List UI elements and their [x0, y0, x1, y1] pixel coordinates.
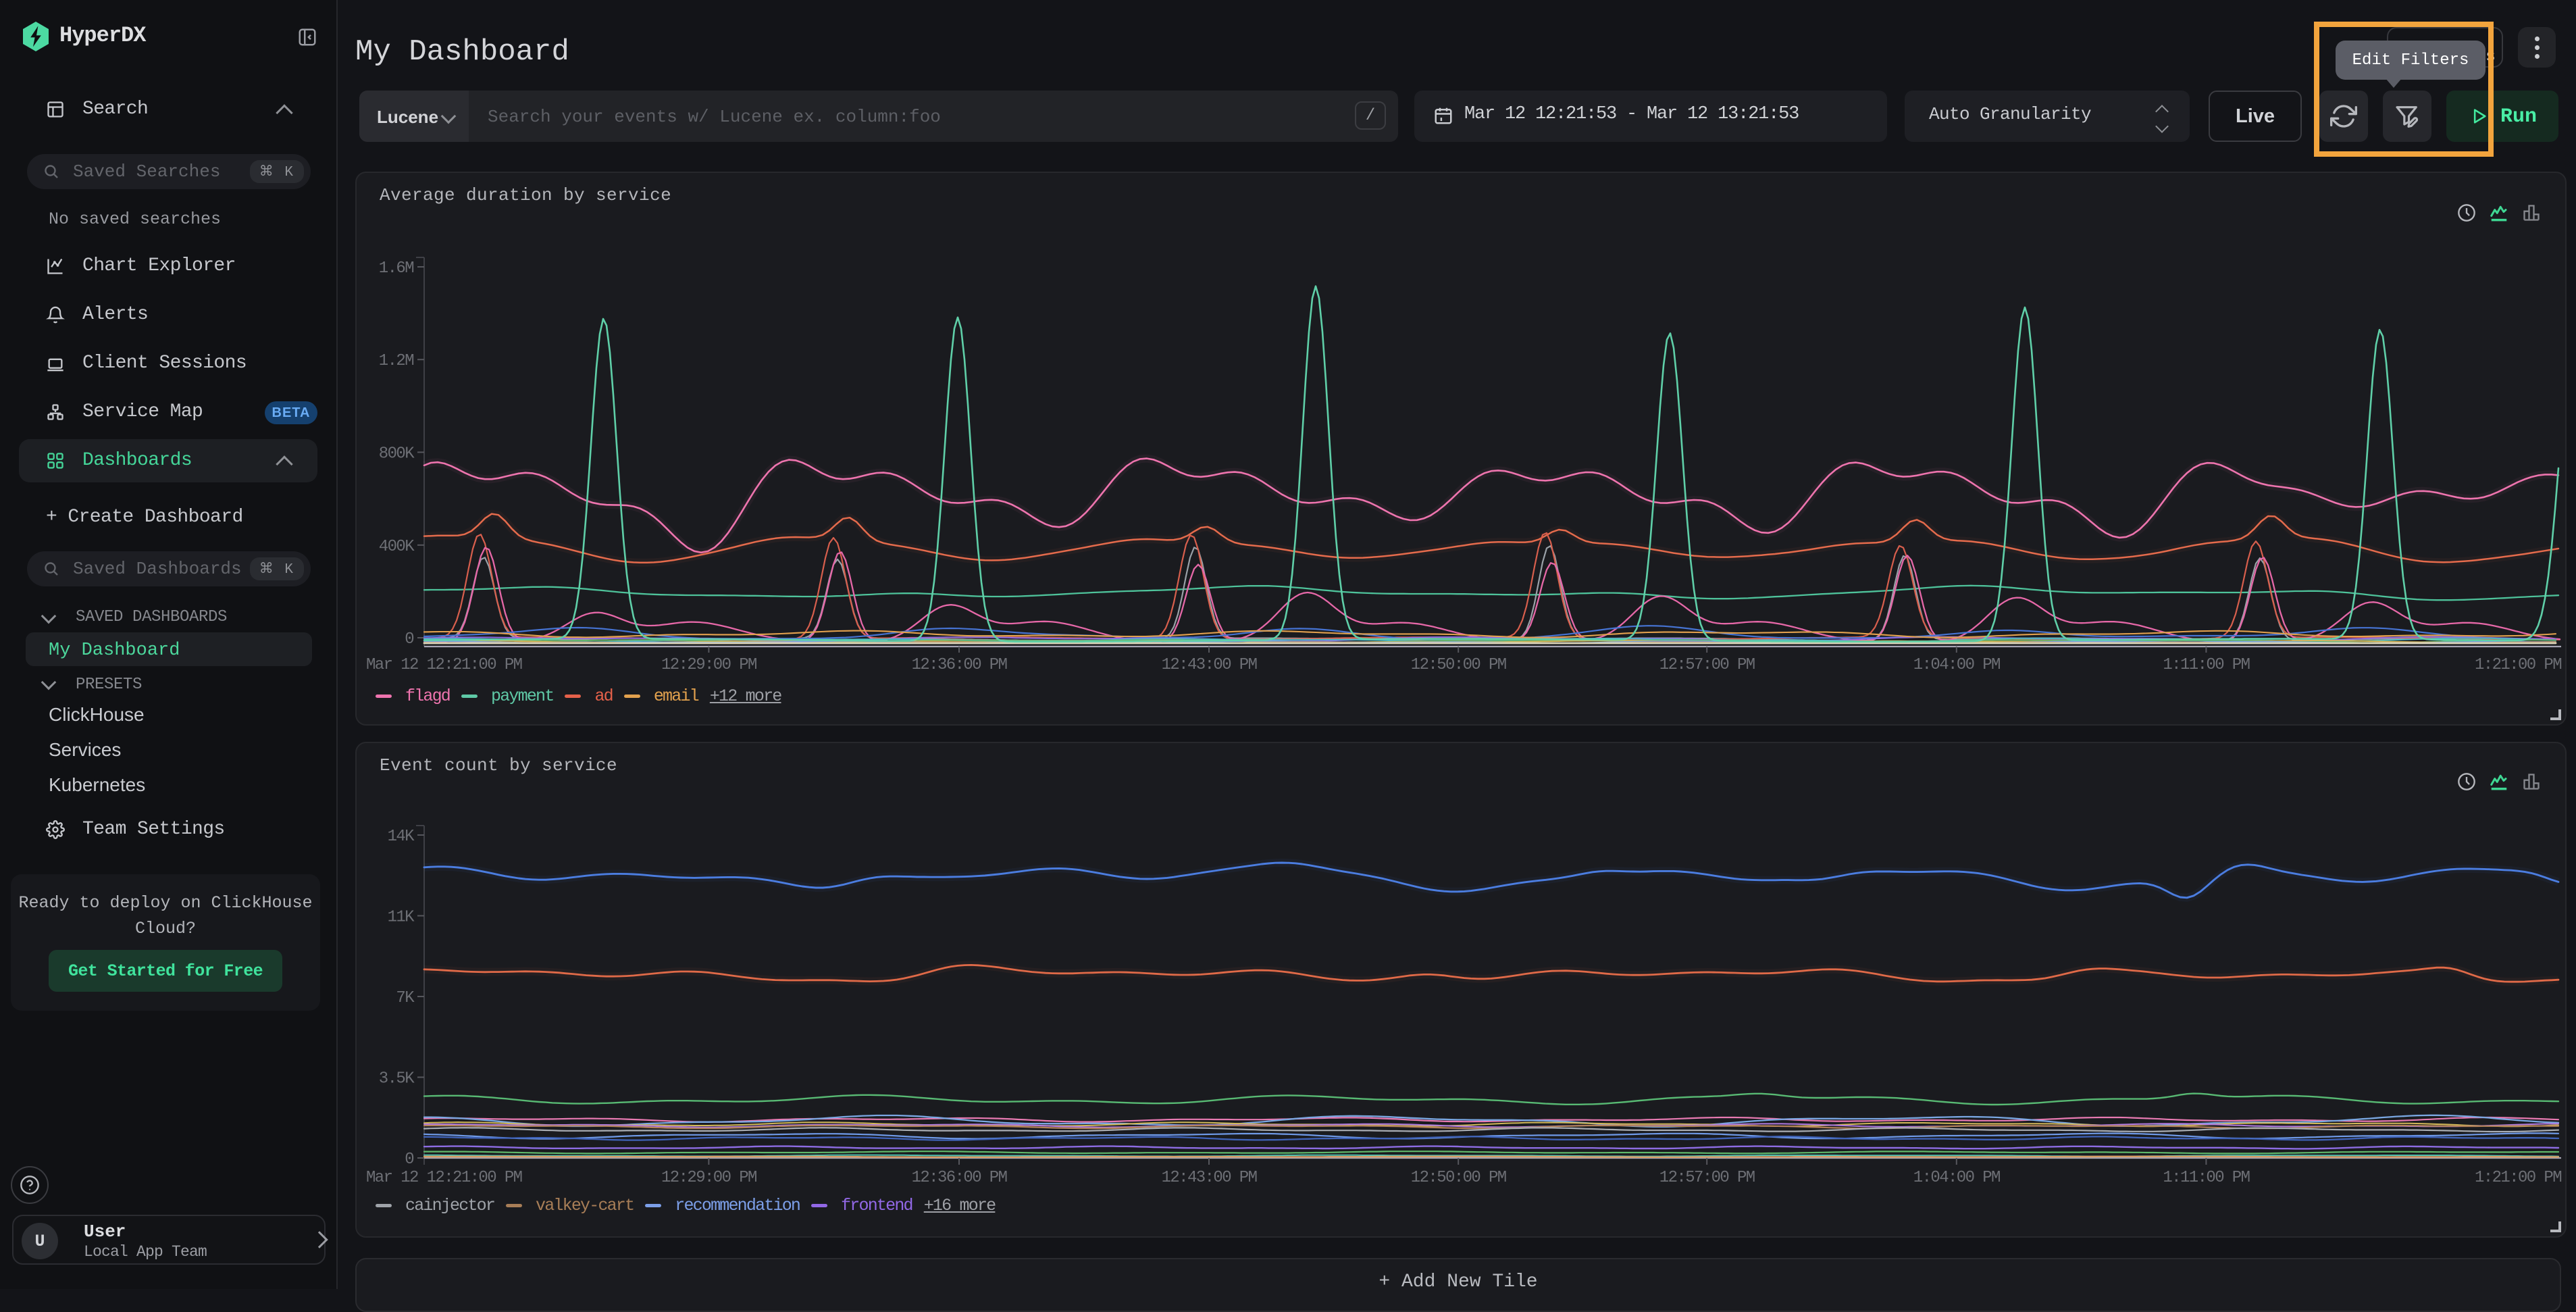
svg-text:12:43:00 PM: 12:43:00 PM — [1162, 656, 1257, 674]
svg-text:12:29:00 PM: 12:29:00 PM — [661, 656, 756, 674]
svg-text:14K: 14K — [388, 828, 415, 846]
svg-text:7K: 7K — [396, 989, 415, 1007]
svg-text:1:04:00 PM: 1:04:00 PM — [1913, 1169, 2000, 1187]
svg-text:0: 0 — [405, 630, 413, 649]
svg-text:0: 0 — [405, 1151, 413, 1169]
svg-text:12:36:00 PM: 12:36:00 PM — [912, 656, 1007, 674]
svg-text:Mar 12 12:21:00 PM: Mar 12 12:21:00 PM — [366, 656, 522, 674]
svg-text:1:11:00 PM: 1:11:00 PM — [2163, 1169, 2249, 1187]
svg-text:1.2M: 1.2M — [379, 352, 413, 370]
svg-text:1.6M: 1.6M — [379, 259, 413, 278]
svg-text:1:04:00 PM: 1:04:00 PM — [1913, 656, 2000, 674]
svg-text:Mar 12 12:21:00 PM: Mar 12 12:21:00 PM — [366, 1169, 522, 1187]
svg-text:12:43:00 PM: 12:43:00 PM — [1162, 1169, 1257, 1187]
svg-text:12:57:00 PM: 12:57:00 PM — [1659, 1169, 1755, 1187]
svg-text:1:21:00 PM: 1:21:00 PM — [2475, 1169, 2561, 1187]
svg-text:400K: 400K — [379, 538, 415, 556]
svg-text:11K: 11K — [388, 909, 415, 927]
svg-text:1:21:00 PM: 1:21:00 PM — [2475, 656, 2561, 674]
svg-text:1:11:00 PM: 1:11:00 PM — [2163, 656, 2249, 674]
svg-text:12:50:00 PM: 12:50:00 PM — [1411, 1169, 1506, 1187]
svg-text:12:36:00 PM: 12:36:00 PM — [912, 1169, 1007, 1187]
svg-text:12:50:00 PM: 12:50:00 PM — [1411, 656, 1506, 674]
svg-text:12:29:00 PM: 12:29:00 PM — [661, 1169, 756, 1187]
svg-text:12:57:00 PM: 12:57:00 PM — [1659, 656, 1755, 674]
svg-text:3.5K: 3.5K — [379, 1070, 415, 1088]
svg-text:800K: 800K — [379, 445, 415, 463]
